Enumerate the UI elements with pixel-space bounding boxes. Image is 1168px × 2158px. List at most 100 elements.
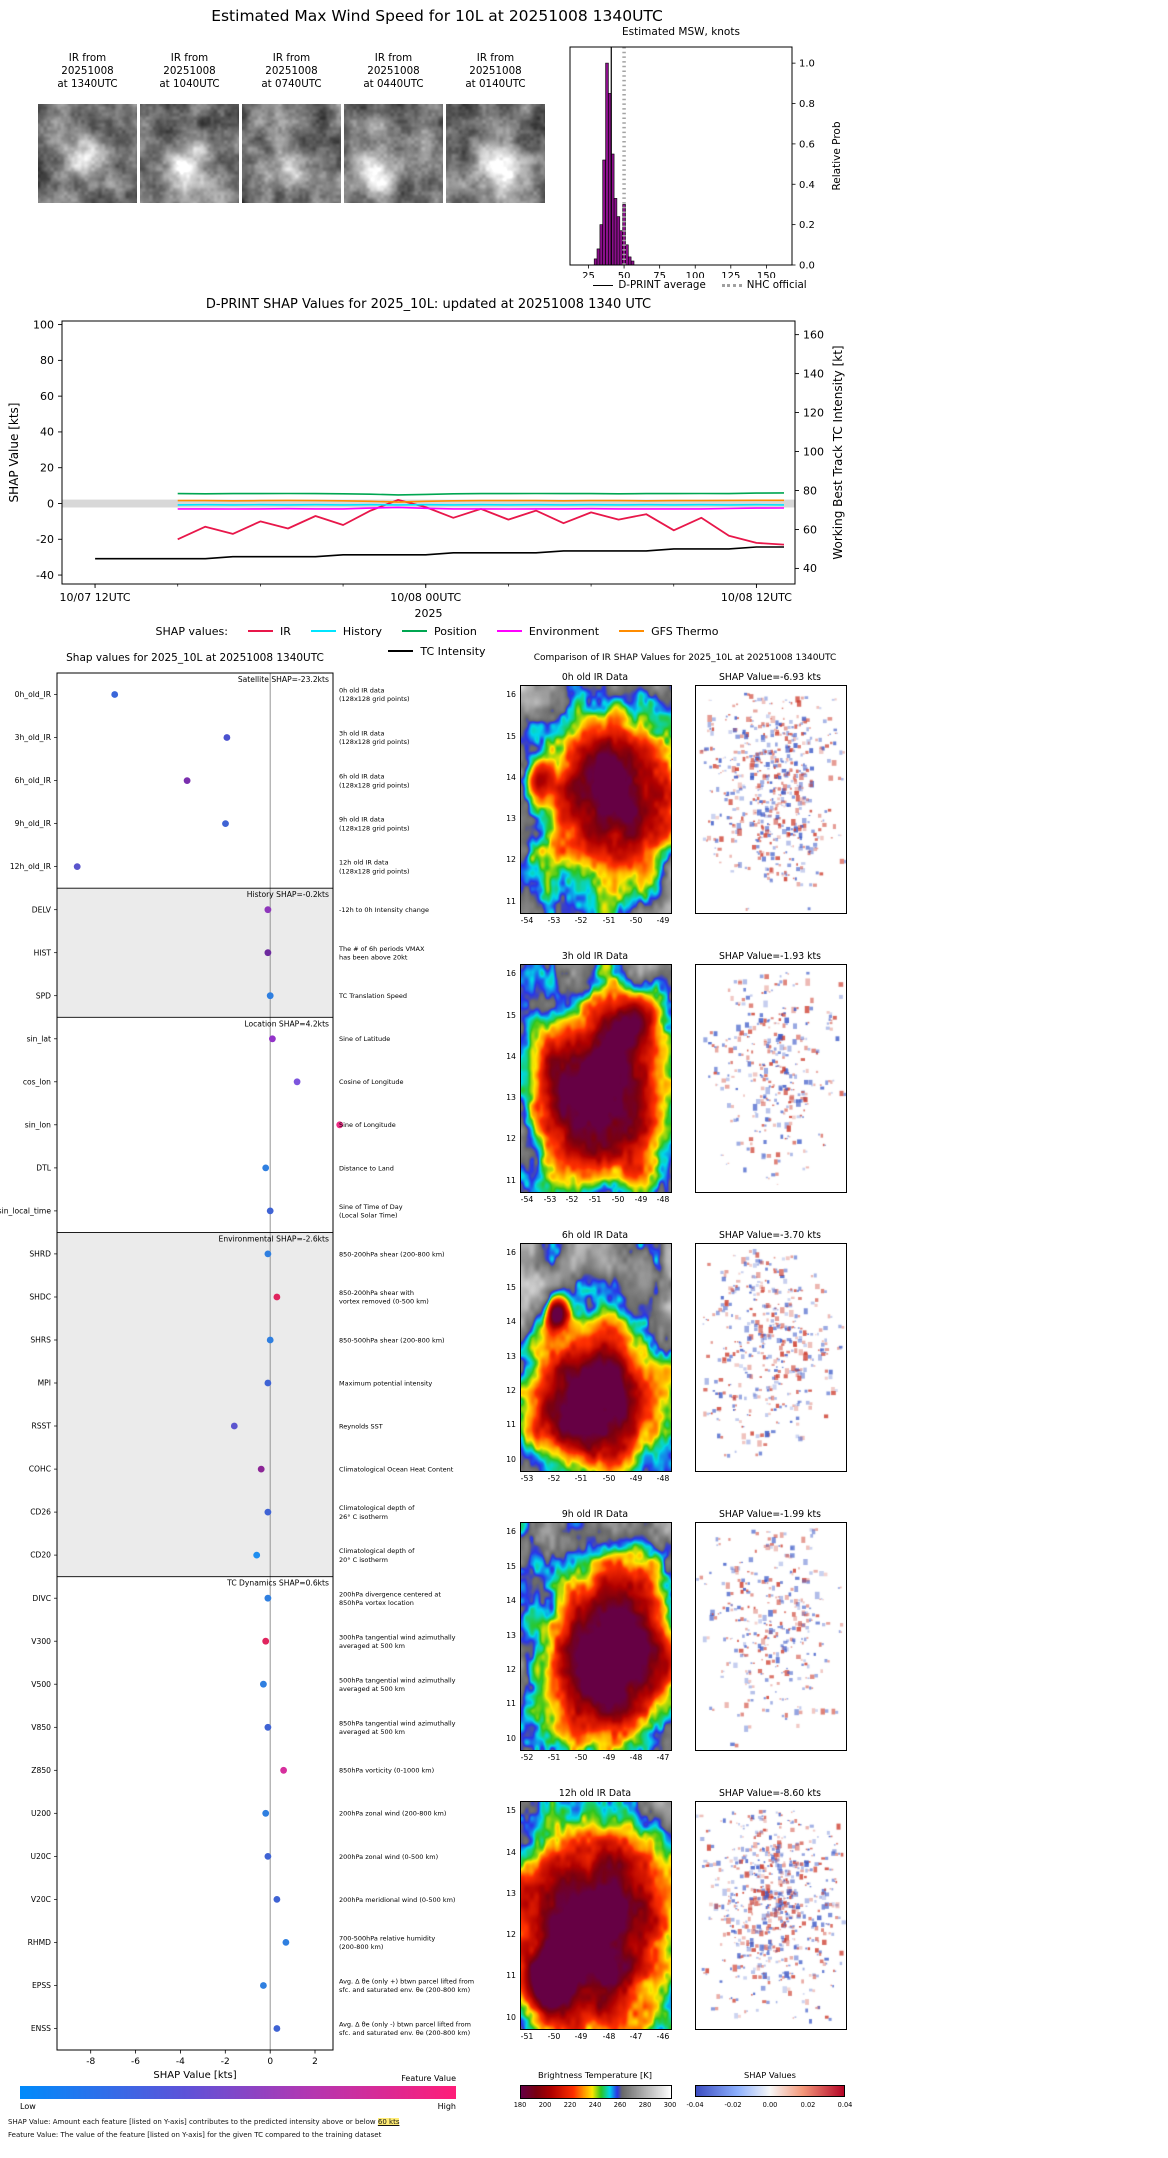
legend-title: SHAP values:	[155, 624, 228, 638]
legend-swatch	[619, 629, 645, 633]
feature-desc: 850hPa vortex location	[339, 1599, 414, 1607]
shap-colorbar-tick: -0.04	[686, 2101, 704, 2109]
feature-dot	[253, 1551, 261, 1559]
brightness-colorbar-label: Brightness Temperature [K]	[538, 2070, 652, 2080]
feature-desc: 700-500hPa relative humidity	[339, 1935, 435, 1943]
svg-text:25: 25	[582, 271, 595, 278]
shap-value-map	[695, 964, 847, 1193]
legend-item: GFS Thermo	[619, 625, 718, 638]
feature-plot-xlabel: SHAP Value [kts]	[153, 2070, 236, 2081]
ir-data-map	[520, 1522, 672, 1751]
ir-thumbnail: IR from 20251008 at 1340UTC	[38, 52, 137, 203]
msw-histogram-plot: Estimated MSW, knots 25 50 75 100 125 150 0.0 0.…	[540, 22, 870, 282]
feature-dot	[269, 1035, 276, 1043]
feature-desc: (128x128 grid points)	[339, 738, 410, 746]
lon-tick-label: -47	[629, 2032, 643, 2041]
feature-dot	[223, 734, 231, 741]
lon-tick-label: -46	[656, 2032, 670, 2041]
histogram-bars	[593, 62, 635, 266]
brightness-colorbar-tick: 240	[588, 2101, 602, 2109]
y-axis-right: 40 60 80 100 120 140 160	[795, 328, 824, 575]
svg-text:100: 100	[803, 445, 824, 458]
lon-tick-label: -47	[656, 1753, 670, 1762]
legend-swatch	[310, 629, 336, 633]
lat-tick-label: 11	[506, 1420, 516, 1429]
lon-tick-label: -49	[574, 2032, 588, 2041]
lat-tick-label: 12	[506, 1134, 516, 1143]
feature-desc: (200-800 km)	[339, 1943, 383, 1951]
lat-tick-label: 15	[506, 1562, 516, 1571]
feature-desc: Maximum potential intensity	[339, 1379, 432, 1387]
feature-plot-svg: Shap values for 2025_10L at 20251008 134…	[0, 652, 474, 2081]
feature-desc: vortex removed (0-500 km)	[339, 1298, 429, 1306]
feature-desc: sfc. and saturated env. θe (200-800 km)	[339, 2029, 470, 2037]
feature-desc: (128x128 grid points)	[339, 824, 410, 832]
lon-tick-label: -54	[520, 1195, 534, 1204]
y-axis-left: -40 -20 0 20 40 60 80 100	[33, 318, 62, 582]
lon-tick-label: -50	[602, 1474, 616, 1483]
feature-desc: Sine of Latitude	[339, 1035, 390, 1043]
feature-dot	[257, 1465, 265, 1473]
feature-dot	[264, 1723, 272, 1731]
y-axis: 0.0 0.2 0.4 0.6 0.8 1.0	[792, 59, 815, 272]
shap-colorbar-label: SHAP Values	[744, 2070, 796, 2080]
feature-name: COHC	[29, 1465, 51, 1474]
legend-swatch	[401, 629, 427, 633]
svg-text:100: 100	[33, 318, 54, 331]
svg-text:0.6: 0.6	[799, 139, 815, 150]
feature-dot	[273, 2025, 281, 2032]
legend-label: History	[342, 624, 382, 638]
svg-text:0: 0	[47, 497, 54, 510]
feature-dot	[262, 1637, 270, 1645]
feature-name: 6h_old_IR	[15, 776, 52, 785]
shap-feature-plot: Shap values for 2025_10L at 20251008 134…	[0, 650, 520, 2089]
ir-thumbnail: IR from 20251008 at 1040UTC	[140, 52, 239, 203]
ir-satellite-image	[446, 104, 545, 203]
svg-text:80: 80	[40, 354, 54, 367]
feature-name: SHRD	[29, 1250, 51, 1259]
svg-text:75: 75	[653, 271, 666, 278]
lon-tick-label: -53	[520, 1474, 534, 1483]
feature-desc: Sine of Longitude	[339, 1121, 396, 1129]
group-shade	[57, 888, 333, 1018]
lon-tick-label: -51	[574, 1474, 588, 1483]
feature-desc: sfc. and saturated env. θe (200-800 km)	[339, 1986, 470, 1994]
ir-data-map	[520, 1801, 672, 2030]
svg-text:120: 120	[803, 406, 824, 419]
svg-text:-2: -2	[221, 2057, 230, 2067]
feature-name: V300	[31, 1637, 51, 1646]
histogram-ylabel: Relative Prob	[831, 121, 843, 190]
feature-desc: 850-200hPa shear with	[339, 1289, 414, 1297]
feature-name: U200	[31, 1809, 51, 1818]
shap-map-title: SHAP Value=-1.93 kts	[718, 951, 822, 962]
ir-thumbnail-label: IR from 20251008 at 1040UTC	[159, 52, 220, 90]
feature-desc: Cosine of Longitude	[339, 1078, 404, 1086]
shap-footnote-highlight: 60 kts	[377, 2118, 400, 2126]
ir-thumbnail-label: IR from 20251008 at 0740UTC	[261, 52, 322, 90]
feature-desc: 850-200hPa shear (200-800 km)	[339, 1250, 445, 1258]
shap-map-title: SHAP Value=-6.93 kts	[718, 672, 822, 683]
legend-label: Environment	[528, 624, 600, 638]
feature-desc: averaged at 500 km	[339, 1685, 405, 1693]
feature-dot	[282, 1939, 290, 1946]
feature-desc: The # of 6h periods VMAX	[338, 945, 425, 953]
legend-row: TC Intensity	[0, 641, 874, 661]
feature-desc: averaged at 500 km	[339, 1728, 405, 1736]
brightness-colorbar-tick: 200	[538, 2101, 552, 2109]
feature-name: DTL	[36, 1164, 51, 1173]
lon-tick-label: -54	[520, 916, 534, 925]
svg-text:-8: -8	[86, 2057, 95, 2067]
ir-thumbnail-strip: IR from 20251008 at 1340UTC IR from 20251008…	[0, 0, 874, 230]
feature-dot	[293, 1078, 301, 1086]
feature-dot	[183, 777, 191, 784]
lon-tick-label: -50	[629, 916, 643, 925]
shap-timeseries-panel: D-PRINT SHAP Values for 2025_10L: update…	[0, 295, 874, 658]
shap-value-map	[695, 1801, 847, 2030]
lat-tick-label: 16	[506, 1248, 516, 1257]
feature-desc: 200hPa meridional wind (0-500 km)	[339, 1896, 455, 1904]
svg-text:60: 60	[803, 523, 817, 536]
lat-tick-label: 12	[506, 1930, 516, 1939]
ir-thumbnail: IR from 20251008 at 0740UTC	[242, 52, 341, 203]
feature-desc: has been above 20kt	[339, 953, 408, 961]
